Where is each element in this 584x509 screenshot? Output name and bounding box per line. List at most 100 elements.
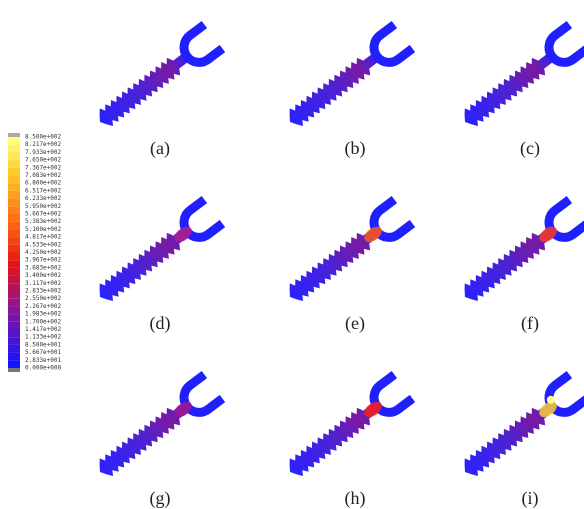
legend-label: 2.833e+002 — [25, 288, 62, 295]
screw — [289, 20, 416, 126]
screw — [464, 195, 584, 301]
legend-label: 7.367e+002 — [25, 164, 62, 171]
stress-hotspot — [539, 401, 557, 418]
screw-shaft — [464, 226, 556, 301]
stress-hotspot — [364, 226, 382, 243]
legend-label: 5.667e+001 — [25, 349, 62, 356]
legend-label: 1.983e+002 — [25, 311, 62, 318]
panel-label: (e) — [345, 313, 365, 334]
legend: 8.500e+0028.217e+0027.933e+0027.650e+002… — [8, 133, 62, 372]
panel-label: (b) — [345, 138, 366, 159]
legend-swatch — [8, 298, 20, 307]
screw-shaft — [289, 51, 381, 126]
legend-swatch — [8, 237, 20, 245]
legend-label: 1.417e+002 — [25, 326, 62, 333]
panel-label: (i) — [522, 488, 539, 509]
legend-label: 4.817e+002 — [25, 234, 62, 241]
legend-label: 2.267e+002 — [25, 303, 62, 310]
legend-label: 1.133e+002 — [25, 334, 62, 341]
screw-shaft — [99, 226, 191, 301]
legend-swatch — [8, 344, 20, 353]
legend-swatch — [8, 221, 20, 230]
legend-label: 3.117e+002 — [25, 280, 62, 287]
legend-swatch — [8, 244, 20, 253]
screw — [99, 195, 226, 301]
legend-swatch — [8, 133, 20, 137]
legend-swatch — [8, 167, 20, 176]
legend-swatch — [8, 329, 20, 338]
stress-hotspot — [174, 226, 192, 243]
screw-shaft — [99, 401, 191, 476]
legend-swatch — [8, 175, 20, 184]
legend-label: 6.517e+002 — [25, 187, 62, 194]
legend-swatch — [8, 144, 20, 153]
panel-label: (h) — [345, 488, 366, 509]
legend-label: 6.233e+002 — [25, 195, 62, 202]
legend-swatch — [8, 291, 20, 299]
legend-swatch — [8, 275, 20, 284]
legend-swatch — [8, 352, 20, 361]
screw-head — [369, 20, 416, 67]
legend-swatch — [8, 229, 20, 238]
legend-swatch — [8, 321, 20, 330]
stress-hotspot — [364, 401, 382, 418]
legend-swatch — [8, 190, 20, 199]
legend-swatch — [8, 368, 20, 372]
stress-hotspot — [174, 401, 192, 418]
screw-shaft — [464, 51, 556, 126]
screw-shaft — [289, 401, 381, 476]
legend-label: 4.533e+002 — [25, 241, 62, 248]
legend-swatch — [8, 337, 20, 345]
stress-hotspot — [539, 226, 557, 243]
legend-label: 3.400e+002 — [25, 272, 62, 279]
screw-shaft — [289, 226, 381, 301]
stress-hotspot — [546, 395, 555, 404]
legend-swatch — [8, 137, 20, 145]
panel-label: (c) — [520, 138, 540, 159]
legend-label: 7.083e+002 — [25, 172, 62, 179]
panel-label: (d) — [150, 313, 171, 334]
legend-swatch — [8, 283, 20, 291]
screw — [464, 370, 584, 476]
legend-label: 5.950e+002 — [25, 203, 62, 210]
legend-label: 5.667e+002 — [25, 211, 62, 218]
legend-swatch — [8, 260, 20, 268]
legend-swatch — [8, 152, 20, 161]
legend-label: 5.383e+002 — [25, 218, 62, 225]
legend-swatch — [8, 206, 20, 214]
legend-swatch — [8, 252, 20, 261]
panel-label: (g) — [150, 488, 171, 509]
screw-head — [179, 20, 226, 67]
screw — [99, 370, 226, 476]
legend-label: 4.250e+002 — [25, 249, 62, 256]
legend-label: 1.700e+002 — [25, 318, 62, 325]
screw-head — [544, 20, 584, 67]
screw — [464, 20, 584, 126]
legend-label: 3.683e+002 — [25, 264, 62, 271]
legend-swatch — [8, 214, 20, 222]
screw — [289, 195, 416, 301]
panel-label: (f) — [521, 313, 539, 334]
legend-label: 6.800e+002 — [25, 180, 62, 187]
legend-swatch — [8, 183, 20, 191]
panel-label: (a) — [150, 138, 170, 159]
legend-label: 2.833e+001 — [25, 357, 62, 364]
legend-label: 8.217e+002 — [25, 141, 62, 148]
legend-label: 2.550e+002 — [25, 295, 62, 302]
legend-label: 7.933e+002 — [25, 149, 62, 156]
legend-label: 0.000e+000 — [25, 365, 62, 372]
legend-label: 8.500e+002 — [25, 134, 62, 141]
legend-swatch — [8, 360, 20, 368]
legend-label: 7.650e+002 — [25, 157, 62, 164]
legend-label: 3.967e+002 — [25, 257, 62, 264]
screw — [99, 20, 226, 126]
legend-swatch — [8, 314, 20, 322]
legend-swatch — [8, 198, 20, 207]
legend-label: 5.100e+002 — [25, 226, 62, 233]
legend-label: 8.500e+001 — [25, 341, 62, 348]
legend-swatch — [8, 267, 20, 276]
screw — [289, 370, 416, 476]
screw-shaft — [99, 51, 191, 126]
